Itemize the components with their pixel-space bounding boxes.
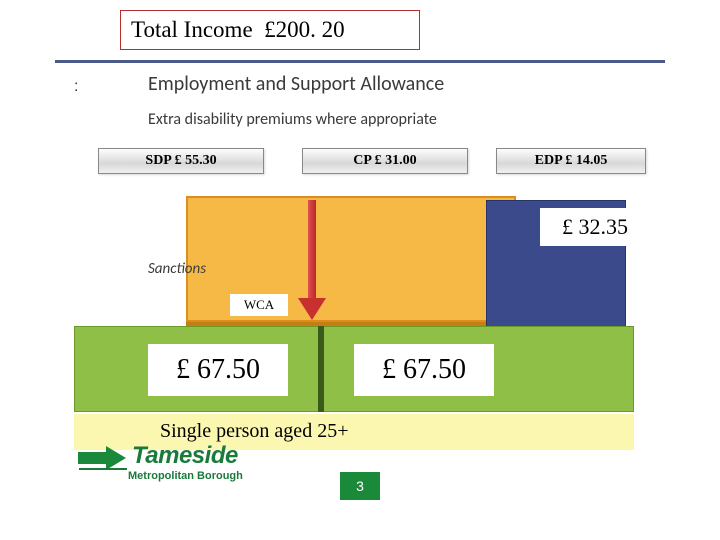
colon-decor: : bbox=[74, 78, 78, 96]
edp-box: EDP £ 14.05 bbox=[496, 148, 646, 174]
cp-box: CP £ 31.00 bbox=[302, 148, 468, 174]
total-income-box: Total Income £200. 20 bbox=[120, 10, 420, 50]
wca-label: WCA bbox=[230, 294, 288, 316]
base-rate-divider bbox=[318, 326, 324, 412]
tameside-logo: Tameside Metropolitan Borough bbox=[76, 440, 306, 500]
sanctions-label: Sanctions bbox=[148, 260, 206, 278]
logo-main-text: Tameside bbox=[132, 442, 238, 470]
total-income-amount: £200. 20 bbox=[264, 17, 345, 43]
support-component-amount: £ 32.35 bbox=[540, 208, 650, 246]
sdp-box: SDP £ 55.30 bbox=[98, 148, 264, 174]
page-number: 3 bbox=[340, 472, 380, 500]
logo-sub-text: Metropolitan Borough bbox=[128, 470, 243, 482]
base-rate-left: £ 67.50 bbox=[148, 344, 288, 396]
page-title: Employment and Support Allowance bbox=[148, 72, 444, 96]
header-rule bbox=[55, 60, 665, 63]
total-income-label: Total Income bbox=[131, 17, 253, 43]
page-subtitle: Extra disability premiums where appropri… bbox=[148, 110, 437, 129]
premium-row: SDP £ 55.30 CP £ 31.00 EDP £ 14.05 bbox=[74, 148, 654, 176]
logo-arrow-icon bbox=[76, 446, 128, 486]
base-rate-right: £ 67.50 bbox=[354, 344, 494, 396]
sanctions-arrow-icon bbox=[300, 200, 324, 324]
